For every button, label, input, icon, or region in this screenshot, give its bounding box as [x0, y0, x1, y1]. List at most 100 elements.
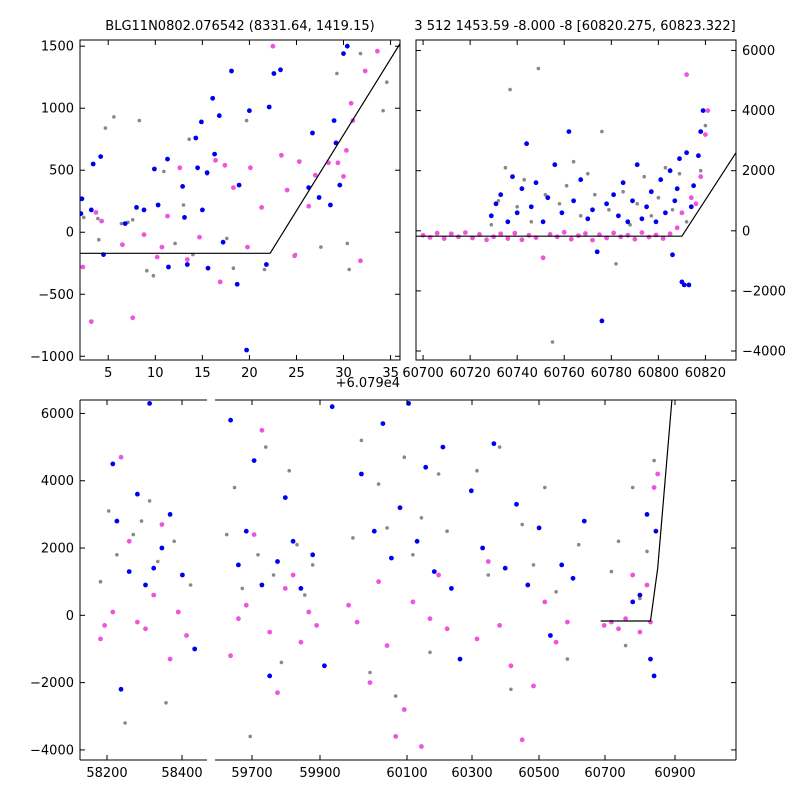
bottom-point	[384, 643, 390, 648]
top-right-point	[670, 208, 675, 212]
top-left-point	[88, 207, 94, 213]
bottom-point	[419, 744, 424, 749]
top-left-point	[328, 202, 333, 208]
top-left-point	[375, 48, 380, 54]
top-left-point	[96, 216, 100, 221]
top-right-point	[522, 177, 526, 182]
top-left-point	[98, 154, 104, 160]
bottom-point	[275, 559, 280, 564]
top-right-point	[670, 252, 675, 258]
top-right-point	[510, 174, 515, 180]
top-right-point	[698, 129, 704, 135]
top-left-point	[319, 245, 323, 249]
top-right-point	[498, 231, 504, 237]
bottom-point	[565, 657, 570, 661]
bottom-x-tick-label: 60900	[654, 766, 695, 781]
top-left-y-tick-label: 0	[66, 226, 74, 241]
bottom-point	[548, 633, 553, 638]
top-right-point	[498, 192, 504, 198]
bottom-point	[151, 592, 157, 598]
bottom-point	[436, 472, 441, 476]
top-right-point	[611, 192, 616, 198]
top-left-point	[262, 267, 267, 272]
bottom-point	[486, 573, 491, 577]
top-left-point	[213, 157, 218, 163]
top-left-point	[345, 241, 350, 246]
bottom-point	[135, 491, 140, 497]
bottom-point	[380, 421, 386, 426]
top-left-point	[312, 172, 318, 178]
top-right-plot-area	[416, 66, 736, 344]
bottom-point	[151, 565, 157, 571]
bottom-point	[156, 559, 160, 564]
bottom-point	[188, 583, 193, 587]
top-right-point	[593, 192, 597, 197]
bottom-point	[497, 623, 502, 628]
top-right-point	[703, 132, 708, 138]
top-right-point	[456, 234, 461, 240]
bottom-point	[224, 532, 229, 537]
top-right-point	[528, 204, 534, 210]
top-right-point	[503, 165, 508, 170]
bottom-point	[630, 485, 635, 490]
bottom-point	[393, 694, 398, 698]
bottom-y-tick-label: 6000	[41, 407, 74, 422]
bottom-point	[570, 575, 576, 581]
bottom-point	[351, 536, 355, 540]
top-right-point	[642, 174, 646, 179]
bottom-point	[243, 528, 249, 534]
top-right-point	[536, 66, 541, 71]
bottom-point	[637, 629, 643, 635]
top-left-point	[80, 196, 85, 202]
bottom-point	[652, 458, 656, 463]
bottom-point	[651, 673, 657, 679]
top-left-point	[270, 43, 276, 49]
bottom-point	[601, 623, 607, 628]
top-right-x-tick-label: 60760	[544, 366, 585, 381]
bottom-point	[468, 488, 474, 494]
top-right-point	[545, 195, 551, 201]
top-right-point	[672, 198, 678, 204]
bottom-point	[282, 586, 288, 591]
top-right-point	[463, 230, 468, 236]
bottom-point	[514, 501, 519, 507]
top-left-point	[197, 234, 202, 240]
top-right-point	[684, 72, 689, 77]
bottom-point	[411, 553, 415, 557]
bottom-x-tick-label: 59700	[231, 766, 272, 781]
top-left-point	[229, 68, 234, 74]
top-left-point	[82, 215, 86, 220]
bottom-point	[630, 599, 636, 605]
top-left-point	[145, 268, 149, 273]
top-right-point	[594, 249, 600, 255]
bottom-point	[427, 616, 433, 622]
top-right-point	[540, 219, 546, 225]
top-right-point	[505, 236, 511, 242]
top-left-point	[205, 265, 211, 271]
top-left-y-tick-label: −500	[38, 288, 74, 303]
top-left-point	[181, 203, 186, 207]
top-left-point	[348, 100, 354, 106]
bottom-point	[645, 549, 649, 554]
bottom-point	[287, 468, 292, 473]
top-right-point	[559, 210, 565, 216]
top-right-point	[519, 237, 525, 243]
top-right-point	[625, 219, 631, 225]
bottom-point	[480, 545, 485, 551]
top-right-x-tick-label: 60740	[496, 366, 537, 381]
bottom-point	[228, 653, 234, 659]
bottom-x-tick-label: 59900	[299, 766, 340, 781]
top-left-point	[180, 184, 186, 189]
bottom-point	[401, 707, 407, 712]
bottom-point	[509, 687, 513, 692]
bottom-point	[118, 454, 124, 460]
top-right-point	[540, 255, 546, 261]
top-left-point	[154, 254, 160, 260]
bottom-point	[322, 663, 327, 669]
top-left-x-tick-label: 20	[241, 366, 258, 381]
top-right-point	[590, 237, 595, 243]
bottom-x-tick-label: 60700	[584, 766, 625, 781]
top-left-point	[130, 218, 135, 222]
bottom-point	[279, 660, 284, 665]
bottom-point	[554, 590, 558, 594]
